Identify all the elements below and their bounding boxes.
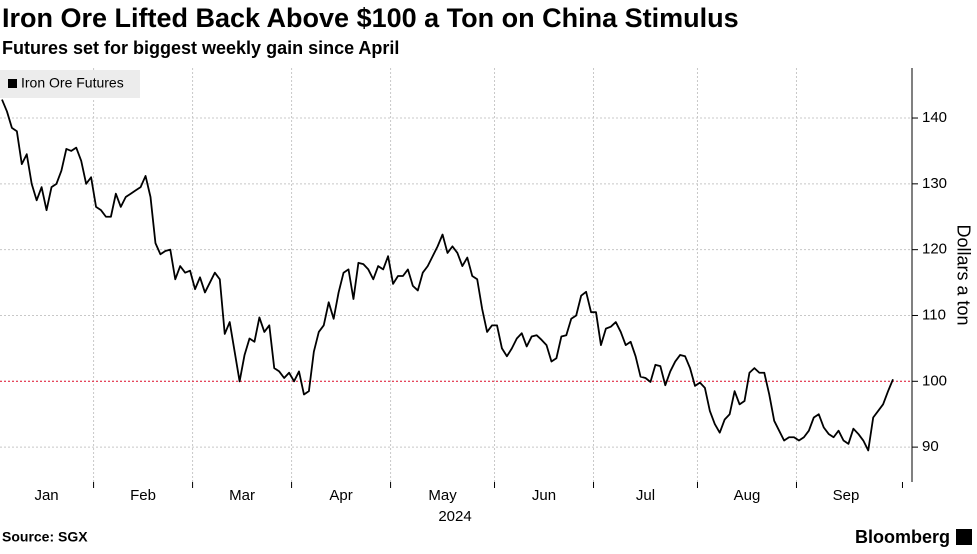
x-tick-label: Sep xyxy=(833,487,860,504)
brand-icon xyxy=(956,529,972,545)
y-tick-label: 100 xyxy=(922,372,947,389)
y-tick-label: 110 xyxy=(922,306,946,323)
y-tick-label: 90 xyxy=(922,438,939,455)
brand: Bloomberg xyxy=(855,527,950,547)
chart-subtitle: Futures set for biggest weekly gain sinc… xyxy=(2,38,399,58)
y-tick-label: 120 xyxy=(922,241,947,258)
x-tick-label: Jun xyxy=(532,487,556,504)
x-tick-label: Jul xyxy=(636,487,655,504)
line-series xyxy=(1,99,894,452)
x-tick-label: Jan xyxy=(34,487,58,504)
y-tick-label: 140 xyxy=(922,109,947,126)
chart-title: Iron Ore Lifted Back Above $100 a Ton on… xyxy=(2,3,739,33)
x-tick-label: Feb xyxy=(130,487,156,504)
y-tick-label: 130 xyxy=(922,175,947,192)
legend-label: Iron Ore Futures xyxy=(21,75,124,91)
legend-box xyxy=(0,70,140,98)
x-tick-label: Mar xyxy=(229,487,255,504)
source: Source: SGX xyxy=(2,529,88,545)
y-axis-label: Dollars a ton xyxy=(953,224,973,325)
x-tick-label: Apr xyxy=(329,487,352,504)
x-axis-label: 2024 xyxy=(438,508,471,525)
x-tick-label: May xyxy=(428,487,457,504)
x-tick-label: Aug xyxy=(734,487,761,504)
legend-swatch xyxy=(8,79,17,88)
